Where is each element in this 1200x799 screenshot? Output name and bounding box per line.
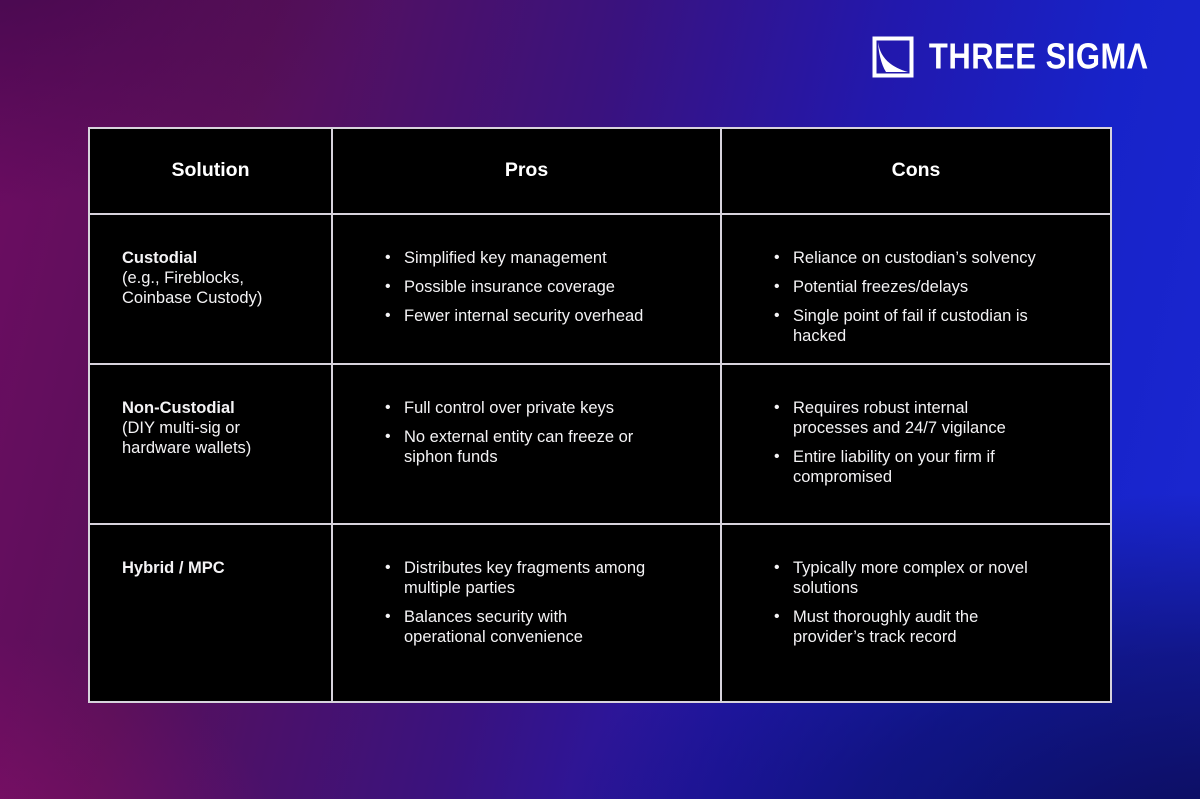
brand-wordmark-main: THREE SIGM bbox=[928, 36, 1127, 77]
header-cell-pros: Pros bbox=[333, 129, 722, 213]
bullet-item: Balances security with operational conve… bbox=[385, 607, 694, 647]
bullet-item: Full control over private keys bbox=[385, 398, 694, 418]
solution-cell: Hybrid / MPC bbox=[90, 524, 333, 701]
cons-cell: Reliance on custodian’s solvency Potentia… bbox=[722, 214, 1110, 364]
bullet-item: Single point of fail if custodian is hac… bbox=[774, 306, 1084, 346]
bullet-item: Fewer internal security overhead bbox=[385, 306, 694, 326]
table-row: Custodial (e.g., Fireblocks, Coinbase Cu… bbox=[90, 214, 1110, 366]
bullet-item: Reliance on custodian’s solvency bbox=[774, 248, 1084, 268]
header-cell-solution: Solution bbox=[90, 129, 333, 213]
pros-cell: Distributes key fragments among multiple… bbox=[333, 524, 722, 701]
solution-subtitle: (e.g., Fireblocks, Coinbase Custody) bbox=[122, 268, 263, 307]
bullet-item: Must thoroughly audit the provider’s tra… bbox=[774, 607, 1084, 647]
three-sigma-logo-icon bbox=[872, 36, 914, 78]
pros-cell: Full control over private keys No externa… bbox=[333, 365, 722, 523]
bullet-item: Possible insurance coverage bbox=[385, 277, 694, 297]
brand-wordmark-stylized-a: Λ bbox=[1126, 36, 1148, 77]
bullet-item: Requires robust internal processes and 2… bbox=[774, 398, 1084, 438]
header-cell-cons: Cons bbox=[722, 129, 1110, 213]
solution-title: Custodial bbox=[122, 248, 198, 267]
bullet-item: Simplified key management bbox=[385, 248, 694, 268]
bullet-item: No external entity can freeze or siphon … bbox=[385, 427, 694, 467]
brand-logo: THREE SIGMΛ bbox=[872, 36, 1148, 78]
table-row: Hybrid / MPC Distributes key fragments a… bbox=[90, 524, 1110, 701]
solution-cell: Non-Custodial (DIY multi-sig or hardware… bbox=[90, 365, 333, 523]
table-header-row: Solution Pros Cons bbox=[90, 129, 1110, 215]
solution-title: Hybrid / MPC bbox=[122, 558, 225, 577]
solution-subtitle: (DIY multi-sig or hardware wallets) bbox=[122, 419, 252, 458]
bullet-item: Entire liability on your firm if comprom… bbox=[774, 447, 1084, 487]
table-row: Non-Custodial (DIY multi-sig or hardware… bbox=[90, 365, 1110, 525]
bullet-item: Potential freezes/delays bbox=[774, 277, 1084, 297]
bullet-item: Typically more complex or novel solution… bbox=[774, 558, 1084, 598]
bullet-item: Distributes key fragments among multiple… bbox=[385, 558, 694, 598]
comparison-table: Solution Pros Cons Custodial (e.g., Fire… bbox=[88, 127, 1112, 703]
cons-cell: Typically more complex or novel solution… bbox=[722, 524, 1110, 701]
brand-wordmark: THREE SIGMΛ bbox=[929, 36, 1148, 78]
cons-cell: Requires robust internal processes and 2… bbox=[722, 365, 1110, 523]
solution-title: Non-Custodial bbox=[122, 399, 235, 418]
solution-cell: Custodial (e.g., Fireblocks, Coinbase Cu… bbox=[90, 214, 333, 364]
pros-cell: Simplified key management Possible insura… bbox=[333, 214, 722, 364]
